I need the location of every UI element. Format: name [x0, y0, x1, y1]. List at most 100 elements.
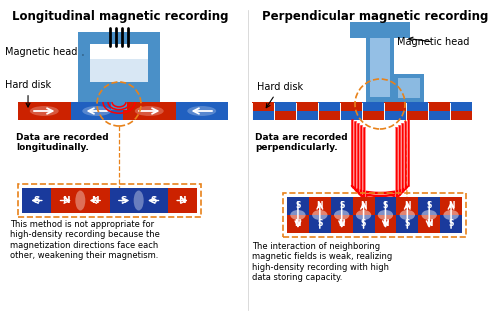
Bar [296, 111, 318, 120]
Ellipse shape [76, 190, 86, 211]
Text: S: S [448, 219, 454, 229]
Text: N: N [360, 202, 367, 211]
Bar [340, 111, 362, 120]
Bar [90, 44, 148, 82]
Bar [274, 111, 296, 120]
Bar [428, 111, 450, 120]
Bar [362, 111, 384, 120]
Bar [370, 27, 390, 97]
Bar [418, 215, 440, 233]
Ellipse shape [134, 190, 143, 211]
Text: Perpendicular magnetic recording: Perpendicular magnetic recording [262, 10, 488, 23]
Bar [350, 22, 410, 38]
Bar [22, 188, 51, 213]
Bar [396, 215, 418, 233]
Bar [428, 102, 450, 111]
Ellipse shape [334, 210, 349, 220]
Ellipse shape [82, 106, 111, 116]
Text: N: N [316, 202, 323, 211]
Bar [384, 111, 406, 120]
Bar [352, 215, 374, 233]
Bar [331, 215, 352, 233]
Bar [274, 102, 296, 111]
Bar [78, 32, 160, 102]
Bar [340, 102, 362, 111]
Bar [396, 197, 418, 215]
Text: S: S [383, 202, 388, 211]
Bar [318, 102, 340, 111]
Bar [252, 102, 274, 111]
Ellipse shape [312, 210, 328, 220]
Text: N: N [178, 196, 186, 205]
Ellipse shape [135, 106, 164, 116]
Bar [331, 197, 352, 215]
Bar [374, 197, 396, 215]
Text: N: N [404, 202, 410, 211]
Text: Magnetic head: Magnetic head [5, 47, 83, 57]
Text: S: S [317, 219, 322, 229]
Ellipse shape [422, 210, 437, 220]
Bar [440, 197, 462, 215]
Bar [252, 111, 274, 120]
Bar [80, 188, 110, 213]
Bar [450, 102, 472, 111]
Bar [287, 197, 309, 215]
Bar [123, 102, 176, 120]
Text: Longitudinal magnetic recording: Longitudinal magnetic recording [12, 10, 228, 23]
Bar [90, 59, 148, 82]
Text: N: N [382, 219, 388, 229]
Bar [318, 111, 340, 120]
Bar [168, 188, 197, 213]
Bar [362, 102, 384, 111]
Bar [138, 188, 168, 213]
Text: N: N [338, 219, 345, 229]
Bar [406, 102, 428, 111]
Text: Data are recorded
longitudinally.: Data are recorded longitudinally. [16, 133, 108, 152]
Bar [366, 22, 394, 102]
Bar [374, 215, 396, 233]
Text: S: S [361, 219, 366, 229]
Ellipse shape [30, 106, 58, 116]
Text: S: S [426, 202, 432, 211]
Bar [110, 188, 138, 213]
Text: N: N [294, 219, 301, 229]
Ellipse shape [400, 210, 415, 220]
Text: Hard disk: Hard disk [257, 82, 303, 108]
Bar [450, 111, 472, 120]
Bar [398, 78, 420, 98]
Text: S: S [150, 196, 156, 205]
Bar [296, 102, 318, 111]
Text: S: S [34, 196, 40, 205]
Text: N: N [448, 202, 454, 211]
Text: N: N [426, 219, 432, 229]
Bar [18, 102, 70, 120]
Bar [70, 102, 123, 120]
Ellipse shape [444, 210, 458, 220]
Bar [384, 102, 406, 111]
Text: This method is not appropriate for
high-density recording because the
magnetizat: This method is not appropriate for high-… [10, 220, 160, 260]
Bar [394, 74, 424, 102]
Bar [440, 215, 462, 233]
Text: S: S [339, 202, 344, 211]
Bar [352, 197, 374, 215]
Ellipse shape [188, 106, 216, 116]
Text: N: N [91, 196, 98, 205]
Text: S: S [404, 219, 410, 229]
Bar [111, 102, 127, 110]
Text: Hard disk: Hard disk [5, 80, 51, 107]
Bar [309, 215, 331, 233]
Text: Magnetic head: Magnetic head [397, 37, 469, 47]
Ellipse shape [356, 210, 371, 220]
Text: S: S [121, 196, 128, 205]
Ellipse shape [290, 210, 306, 220]
Bar [309, 197, 331, 215]
Bar [51, 188, 80, 213]
Text: Data are recorded
perpendicularly.: Data are recorded perpendicularly. [255, 133, 348, 152]
Text: The interaction of neighboring
magnetic fields is weak, realizing
high-density r: The interaction of neighboring magnetic … [252, 242, 392, 282]
Bar [287, 215, 309, 233]
Bar [418, 197, 440, 215]
Text: S: S [295, 202, 300, 211]
Bar [406, 111, 428, 120]
Text: N: N [62, 196, 70, 205]
Ellipse shape [378, 210, 393, 220]
